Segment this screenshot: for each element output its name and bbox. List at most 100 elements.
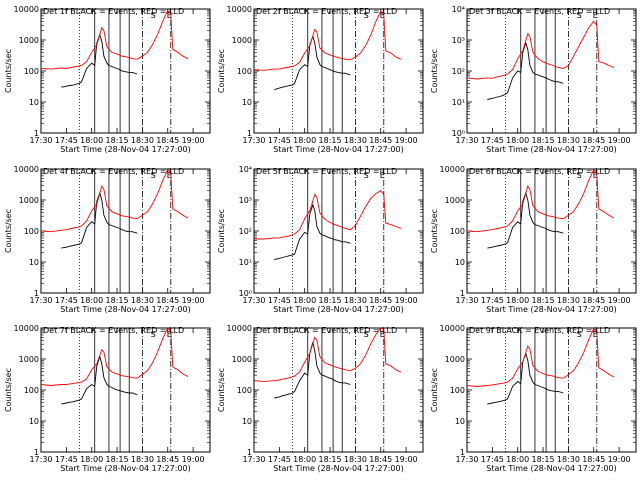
y-tick-label: 10000 <box>14 165 39 174</box>
y-tick-label: 1 <box>247 448 252 457</box>
marker-s-label: S <box>364 330 369 339</box>
y-tick-label: 1 <box>34 448 39 457</box>
y-tick-label: 10⁰ <box>452 129 465 138</box>
y-tick-label: 1 <box>34 129 39 138</box>
y-tick-label: 100 <box>237 67 252 76</box>
lld-series-line <box>254 328 402 382</box>
y-axis-label: Counts/sec <box>4 368 13 412</box>
y-axis-label: Counts/sec <box>430 49 439 93</box>
y-tick-label: 10 <box>29 417 39 426</box>
panel-title: Det 2f BLACK = Events, RED = LLD <box>256 7 397 16</box>
y-tick-label: 10000 <box>440 165 465 174</box>
events-series-line <box>61 354 138 405</box>
plot-content <box>254 328 402 452</box>
marker-s-label: S <box>151 171 156 180</box>
panel-title: Det 7f BLACK = Events, RED = LLD <box>43 326 184 335</box>
y-axis-label: Counts/sec <box>4 209 13 253</box>
y-tick-label: 10 <box>455 417 465 426</box>
x-tick-label: 18:15 <box>319 136 342 145</box>
detector-panel-3: Det 3f BLACK = Events, RED = LLD 10⁰ 10¹ 10… <box>430 5 637 154</box>
y-tick-label: 1000 <box>19 355 39 364</box>
y-tick-label: 1000 <box>232 355 252 364</box>
plot-content <box>467 9 615 133</box>
marker-e-label: E <box>167 11 172 20</box>
x-tick-label: 17:30 <box>242 455 265 464</box>
x-tick-label: 19:00 <box>608 455 631 464</box>
x-tick-label: 17:30 <box>455 136 478 145</box>
x-axis-label: Start Time (28-Nov-04 17:27:00) <box>273 145 403 154</box>
lld-series-line <box>254 190 402 240</box>
x-tick-label: 17:45 <box>55 296 78 305</box>
detector-panel-6: Det 6f BLACK = Events, RED = LLD 1 10 100 10… <box>430 165 637 314</box>
plot-content <box>254 9 402 133</box>
y-axis-label: Counts/sec <box>430 368 439 412</box>
x-tick-label: 18:15 <box>106 296 129 305</box>
y-tick-label: 10 <box>455 258 465 267</box>
x-tick-label: 18:15 <box>532 136 555 145</box>
x-axis-label: Start Time (28-Nov-04 17:27:00) <box>60 305 190 314</box>
plot-content <box>41 328 189 452</box>
y-tick-label: 10 <box>242 98 252 107</box>
lld-series-line <box>41 328 189 386</box>
detector-panel-1: Det 1f BLACK = Events, RED = LLD 1 10 100 10… <box>4 5 211 154</box>
panel-title: Det 8f BLACK = Events, RED = LLD <box>256 326 397 335</box>
x-tick-label: 19:00 <box>182 136 205 145</box>
y-axis-label: Counts/sec <box>4 49 13 93</box>
x-tick-label: 18:45 <box>156 296 179 305</box>
marker-e-label: E <box>593 330 598 339</box>
x-tick-label: 19:00 <box>182 455 205 464</box>
y-tick-label: 1000 <box>19 196 39 205</box>
x-tick-label: 17:30 <box>29 455 52 464</box>
x-tick-label: 18:45 <box>156 455 179 464</box>
x-tick-label: 18:00 <box>293 296 316 305</box>
x-tick-label: 18:15 <box>319 296 342 305</box>
panel-title: Det 1f BLACK = Events, RED = LLD <box>43 7 184 16</box>
y-axis-label: Counts/sec <box>217 368 226 412</box>
marker-e-label: E <box>380 11 385 20</box>
lld-series-line <box>467 328 615 387</box>
y-tick-label: 1 <box>247 129 252 138</box>
plot-frame <box>253 8 424 134</box>
x-tick-label: 18:30 <box>557 136 580 145</box>
y-tick-label: 10000 <box>227 324 252 333</box>
x-tick-label: 18:00 <box>293 455 316 464</box>
plot-content <box>41 169 189 293</box>
x-axis-label: Start Time (28-Nov-04 17:27:00) <box>486 145 616 154</box>
x-tick-label: 17:45 <box>481 455 504 464</box>
x-tick-label: 18:00 <box>506 296 529 305</box>
x-axis-label: Start Time (28-Nov-04 17:27:00) <box>486 305 616 314</box>
marker-s-label: S <box>577 330 582 339</box>
x-tick-label: 17:45 <box>55 136 78 145</box>
detector-panel-2: Det 2f BLACK = Events, RED = LLD 1 10 100 10… <box>217 5 424 154</box>
x-axis-label: Start Time (28-Nov-04 17:27:00) <box>60 145 190 154</box>
events-series-line <box>274 35 351 91</box>
x-tick-label: 19:00 <box>182 296 205 305</box>
x-tick-label: 18:00 <box>293 136 316 145</box>
plot-frame <box>253 327 424 453</box>
x-tick-label: 18:45 <box>582 455 605 464</box>
detector-panel-8: Det 8f BLACK = Events, RED = LLD 1 10 100 10… <box>217 324 424 473</box>
x-tick-label: 17:30 <box>242 136 265 145</box>
x-tick-label: 17:45 <box>268 455 291 464</box>
plot-frame <box>466 327 637 453</box>
plot-content <box>254 169 402 293</box>
x-tick-label: 17:30 <box>455 455 478 464</box>
x-tick-label: 17:30 <box>242 296 265 305</box>
x-tick-label: 18:15 <box>532 455 555 464</box>
y-tick-label: 10 <box>29 258 39 267</box>
y-axis-label: Counts/sec <box>217 209 226 253</box>
marker-e-label: E <box>593 171 598 180</box>
x-tick-label: 18:45 <box>156 136 179 145</box>
x-tick-label: 18:15 <box>319 455 342 464</box>
x-tick-label: 17:45 <box>481 296 504 305</box>
lld-series-line <box>467 20 615 80</box>
y-tick-label: 1 <box>460 448 465 457</box>
events-series-line <box>487 41 564 100</box>
detector-panel-9: Det 9f BLACK = Events, RED = LLD 1 10 100 10… <box>430 324 637 473</box>
y-tick-label: 1000 <box>445 196 465 205</box>
y-tick-label: 10 <box>242 417 252 426</box>
y-tick-label: 10¹ <box>452 98 465 107</box>
x-tick-label: 18:00 <box>506 455 529 464</box>
lld-series-line <box>41 169 189 233</box>
